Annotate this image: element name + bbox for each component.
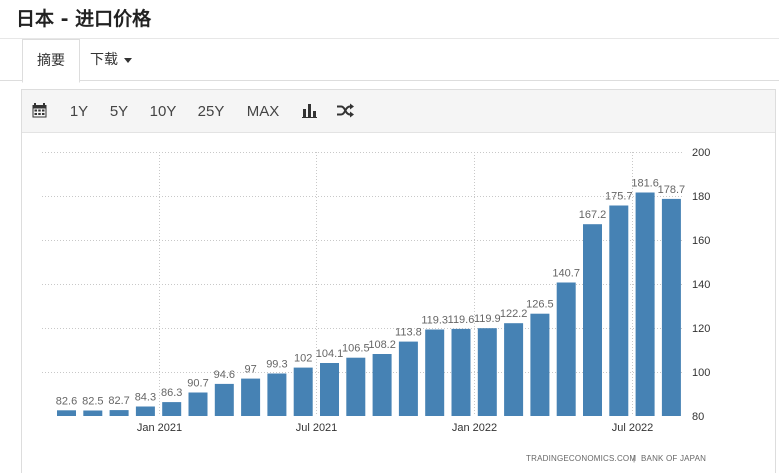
page-title: 日本 - 进口价格	[16, 8, 152, 30]
data-label: 82.5	[82, 396, 103, 408]
source-right: BANK OF JAPAN	[641, 454, 706, 463]
bar	[451, 328, 471, 416]
bar	[609, 205, 629, 416]
data-label: 82.7	[108, 395, 129, 407]
range-5y-button[interactable]: 5Y	[109, 103, 129, 120]
data-label: 108.2	[368, 339, 396, 351]
bar	[583, 224, 602, 416]
bar	[188, 392, 208, 416]
data-label: 82.6	[56, 395, 77, 407]
chart-panel: 1Y 5Y 10Y 25Y MAX	[21, 89, 776, 473]
data-label: 119.6	[448, 314, 475, 326]
data-label: 178.7	[658, 184, 686, 196]
x-tick-label: Jan 2022	[452, 422, 497, 434]
y-tick-label: 160	[692, 235, 710, 247]
bar	[320, 363, 339, 416]
chart-value-labels: 82.6 82.5 82.7 84.3 86.3 90.7 94.6 97 99.3 102 104…	[56, 178, 685, 408]
data-label: 126.5	[526, 299, 554, 311]
tabs-bar: 摘要 下载	[0, 38, 779, 83]
x-tick-label: Jul 2021	[296, 422, 338, 434]
bar	[57, 410, 76, 416]
shuffle-icon[interactable]	[337, 90, 355, 133]
tab-summary[interactable]: 摘要	[22, 39, 80, 83]
data-label: 167.2	[579, 209, 607, 221]
bar	[109, 410, 129, 416]
y-tick-label: 100	[692, 367, 710, 379]
bar	[425, 329, 445, 416]
chart-bars	[57, 192, 681, 416]
source-separator: |	[633, 454, 635, 463]
calendar-icon[interactable]	[32, 90, 48, 133]
data-label: 106.5	[342, 343, 370, 355]
bar	[635, 192, 655, 416]
data-label: 97	[244, 364, 256, 376]
tab-download-label: 下载	[90, 52, 118, 68]
data-label: 119.9	[474, 313, 501, 325]
y-tick-label: 140	[692, 279, 710, 291]
bar	[241, 378, 261, 416]
data-label: 99.3	[266, 359, 287, 371]
data-label: 102	[294, 353, 312, 365]
bar	[267, 373, 287, 416]
bar	[346, 357, 366, 416]
data-label: 140.7	[552, 268, 580, 280]
bar-chart-icon[interactable]	[302, 90, 318, 133]
bar	[83, 410, 103, 416]
x-axis: Jan 2021 Jul 2021 Jan 2022 Jul 2022	[137, 422, 653, 434]
caret-down-icon	[124, 57, 132, 63]
bar	[293, 367, 313, 416]
data-label: 86.3	[161, 387, 182, 399]
range-10y-button[interactable]: 10Y	[149, 103, 177, 120]
range-1y-button[interactable]: 1Y	[69, 103, 89, 120]
bar	[530, 313, 550, 416]
x-tick-label: Jul 2022	[612, 422, 654, 434]
bar	[372, 354, 392, 416]
data-label: 122.2	[500, 308, 528, 320]
bar	[398, 341, 418, 416]
y-tick-label: 120	[692, 323, 710, 335]
bar	[661, 198, 681, 416]
source-left: TRADINGECONOMICS.COM	[526, 454, 636, 463]
y-tick-label: 200	[692, 147, 710, 159]
data-label: 181.6	[631, 178, 659, 190]
data-label: 113.8	[395, 327, 422, 339]
bar	[162, 402, 182, 416]
bar	[556, 282, 576, 416]
x-tick-label: Jan 2021	[137, 422, 182, 434]
data-label: 84.3	[135, 392, 156, 404]
tab-download[interactable]: 下载	[76, 39, 146, 82]
data-label: 104.1	[316, 348, 344, 360]
range-max-button[interactable]: MAX	[246, 103, 280, 120]
bar	[214, 383, 234, 416]
chart-toolbar: 1Y 5Y 10Y 25Y MAX	[22, 90, 775, 133]
y-tick-label: 180	[692, 191, 710, 203]
data-label: 119.3	[421, 315, 448, 327]
range-25y-button[interactable]: 25Y	[197, 103, 225, 120]
data-label: 94.6	[214, 369, 235, 381]
bar	[135, 406, 155, 416]
bar	[504, 323, 524, 416]
data-label: 90.7	[187, 378, 208, 390]
bar	[477, 328, 497, 416]
y-axis: 80 100 120 140 160 180 200	[692, 147, 710, 423]
data-label: 175.7	[605, 191, 633, 203]
y-tick-label: 80	[692, 411, 704, 423]
